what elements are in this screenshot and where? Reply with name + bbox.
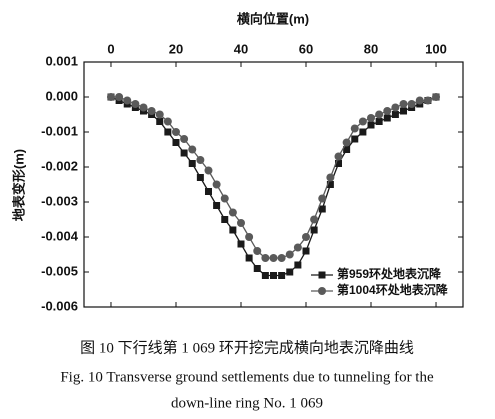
marker bbox=[350, 124, 359, 133]
marker bbox=[318, 271, 326, 279]
marker bbox=[286, 268, 294, 276]
y-tick-label: -0.002 bbox=[41, 158, 78, 173]
caption-en: down-line ring No. 1 069 bbox=[171, 395, 323, 411]
marker bbox=[423, 96, 432, 105]
marker bbox=[171, 128, 180, 136]
marker bbox=[139, 103, 148, 112]
caption-en: Fig. 10 Transverse ground settlements du… bbox=[60, 369, 434, 385]
marker bbox=[359, 128, 367, 136]
y-tick-label: -0.001 bbox=[41, 123, 78, 138]
marker bbox=[407, 100, 416, 108]
marker bbox=[383, 114, 391, 122]
x-tick-label: 100 bbox=[425, 41, 447, 56]
y-tick-label: -0.003 bbox=[41, 193, 78, 208]
marker bbox=[383, 107, 392, 115]
marker bbox=[245, 254, 253, 262]
marker bbox=[310, 215, 319, 224]
x-axis-title: 横向位置(m) bbox=[237, 11, 309, 26]
marker bbox=[302, 247, 310, 255]
marker bbox=[204, 166, 213, 175]
marker bbox=[204, 188, 212, 195]
legend-label: 第959环处地表沉降 bbox=[337, 266, 442, 281]
marker bbox=[391, 103, 400, 112]
y-tick-label: -0.004 bbox=[41, 228, 79, 243]
marker bbox=[310, 226, 318, 234]
x-tick-label: 40 bbox=[234, 41, 248, 56]
marker bbox=[367, 114, 376, 122]
marker bbox=[293, 243, 302, 252]
y-tick-label: 0.001 bbox=[45, 53, 78, 68]
plot-frame bbox=[83, 61, 464, 308]
marker bbox=[237, 240, 245, 248]
x-tick-label: 0 bbox=[107, 41, 114, 56]
marker bbox=[375, 118, 383, 125]
y-tick-label: 0.000 bbox=[45, 88, 78, 103]
marker bbox=[131, 100, 140, 108]
marker bbox=[188, 145, 197, 154]
marker bbox=[294, 261, 302, 269]
marker bbox=[245, 233, 254, 241]
marker bbox=[196, 156, 205, 164]
marker bbox=[343, 146, 351, 153]
legend-label: 第1004环处地表沉降 bbox=[337, 282, 449, 297]
marker bbox=[318, 205, 326, 213]
y-axis-title: 地表变形(m) bbox=[11, 149, 26, 221]
marker bbox=[375, 110, 384, 119]
marker bbox=[269, 254, 278, 262]
marker bbox=[196, 174, 204, 181]
x-tick-label: 20 bbox=[169, 41, 183, 56]
marker bbox=[399, 100, 408, 108]
marker bbox=[180, 135, 189, 143]
x-tick-label: 60 bbox=[299, 41, 313, 56]
marker bbox=[351, 135, 359, 143]
marker bbox=[213, 202, 221, 209]
marker bbox=[236, 219, 245, 227]
marker bbox=[164, 128, 172, 136]
marker bbox=[180, 149, 188, 157]
marker bbox=[106, 93, 115, 101]
y-tick-label: -0.006 bbox=[41, 298, 78, 313]
marker bbox=[277, 254, 286, 262]
marker bbox=[229, 226, 237, 234]
marker bbox=[172, 139, 180, 146]
marker bbox=[261, 272, 269, 279]
marker bbox=[391, 111, 399, 118]
marker bbox=[318, 194, 327, 203]
marker bbox=[228, 208, 237, 217]
marker bbox=[342, 138, 351, 147]
marker bbox=[188, 160, 196, 167]
marker bbox=[253, 265, 261, 272]
x-tick-label: 80 bbox=[364, 41, 378, 56]
y-tick-label: -0.005 bbox=[41, 263, 78, 278]
marker bbox=[302, 233, 311, 241]
caption-cn: 图 10 下行线第 1 069 环开挖完成横向地表沉降曲线 bbox=[80, 338, 414, 356]
marker bbox=[400, 107, 408, 115]
marker bbox=[163, 117, 172, 126]
marker bbox=[147, 107, 156, 115]
marker bbox=[334, 152, 343, 161]
marker bbox=[326, 181, 334, 188]
marker bbox=[335, 160, 343, 167]
marker bbox=[156, 118, 164, 125]
marker bbox=[326, 173, 335, 182]
marker bbox=[253, 247, 262, 255]
marker bbox=[261, 254, 270, 262]
marker bbox=[270, 272, 277, 279]
marker bbox=[432, 93, 441, 101]
marker bbox=[123, 96, 132, 105]
marker bbox=[115, 93, 124, 101]
marker bbox=[212, 180, 221, 189]
marker bbox=[358, 117, 367, 126]
marker bbox=[278, 272, 286, 279]
marker bbox=[367, 121, 375, 129]
marker bbox=[221, 216, 229, 223]
marker bbox=[318, 287, 326, 295]
marker bbox=[220, 194, 229, 203]
marker bbox=[285, 250, 294, 259]
marker bbox=[155, 110, 164, 119]
marker bbox=[415, 96, 424, 105]
